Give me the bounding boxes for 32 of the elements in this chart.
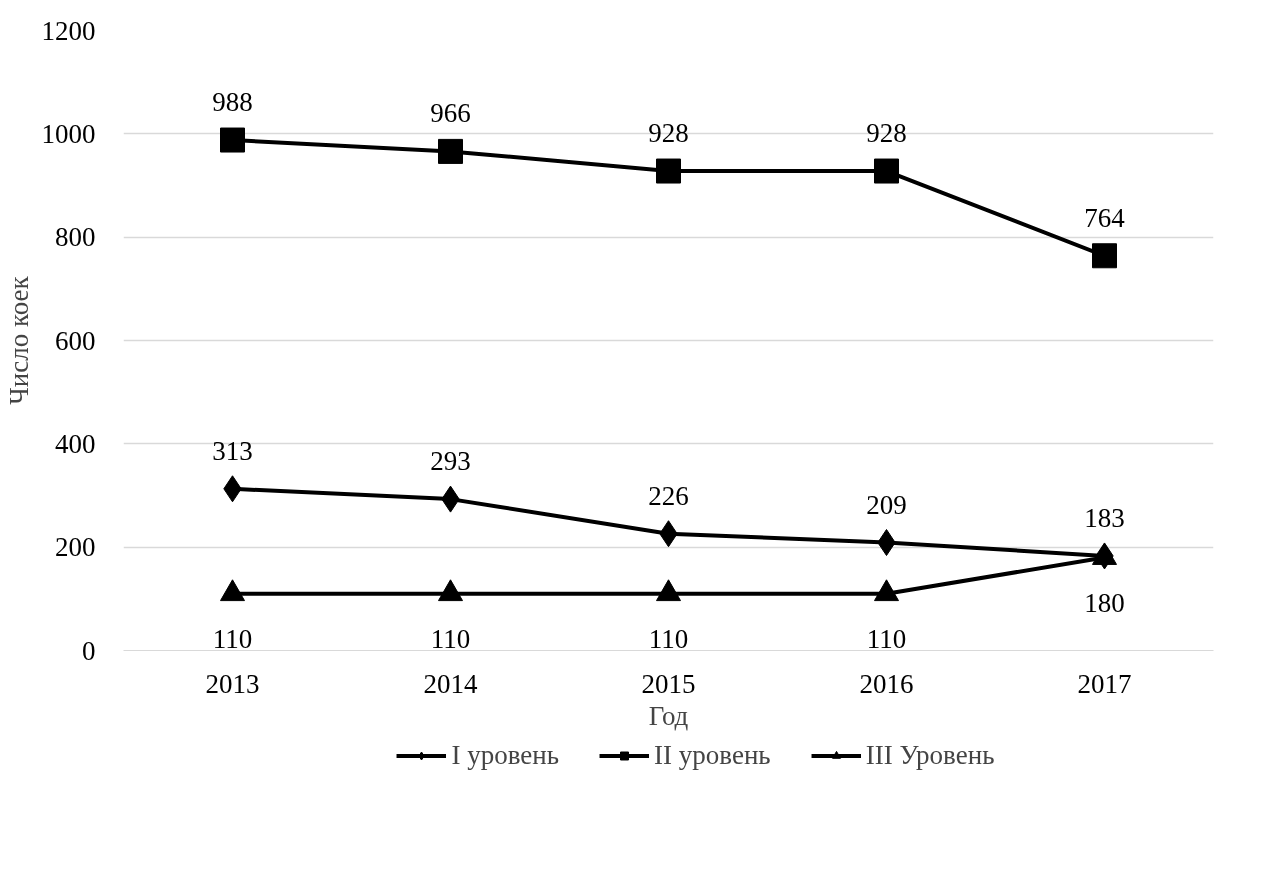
data-label: 183 [1084,502,1125,533]
data-label: 928 [866,118,907,149]
x-tick-label: 2015 [641,668,696,699]
x-axis-title: Год [648,700,689,731]
y-tick-label: 0 [82,635,96,666]
y-tick-label: 800 [55,222,96,253]
data-label: 313 [212,435,253,466]
y-tick-label: 600 [55,325,96,356]
data-label: 988 [212,87,253,118]
y-tick-label: 200 [55,532,96,563]
data-label: 226 [648,480,689,511]
y-tick-label: 400 [55,428,96,459]
data-label: 110 [648,623,689,654]
x-tick-label: 2014 [423,668,478,699]
y-tick-label: 1200 [41,15,96,46]
data-label: 764 [1084,202,1126,233]
legend-label: I уровень [451,739,560,771]
legend-label: III Уровень [865,739,995,771]
x-tick-label: 2016 [859,668,914,699]
data-label: 180 [1084,587,1125,618]
data-label: 209 [866,489,907,520]
y-tick-label: 1000 [41,118,96,149]
legend-label: II уровень [654,739,771,771]
x-tick-label: 2017 [1077,668,1132,699]
data-label: 928 [648,118,689,149]
data-label: 293 [430,446,471,477]
data-label: 110 [212,623,253,654]
x-tick-label: 2013 [205,668,260,699]
data-label: 110 [430,623,471,654]
data-label: 110 [866,623,907,654]
data-label: 966 [430,98,471,129]
y-axis-title: Число коек [3,275,34,405]
